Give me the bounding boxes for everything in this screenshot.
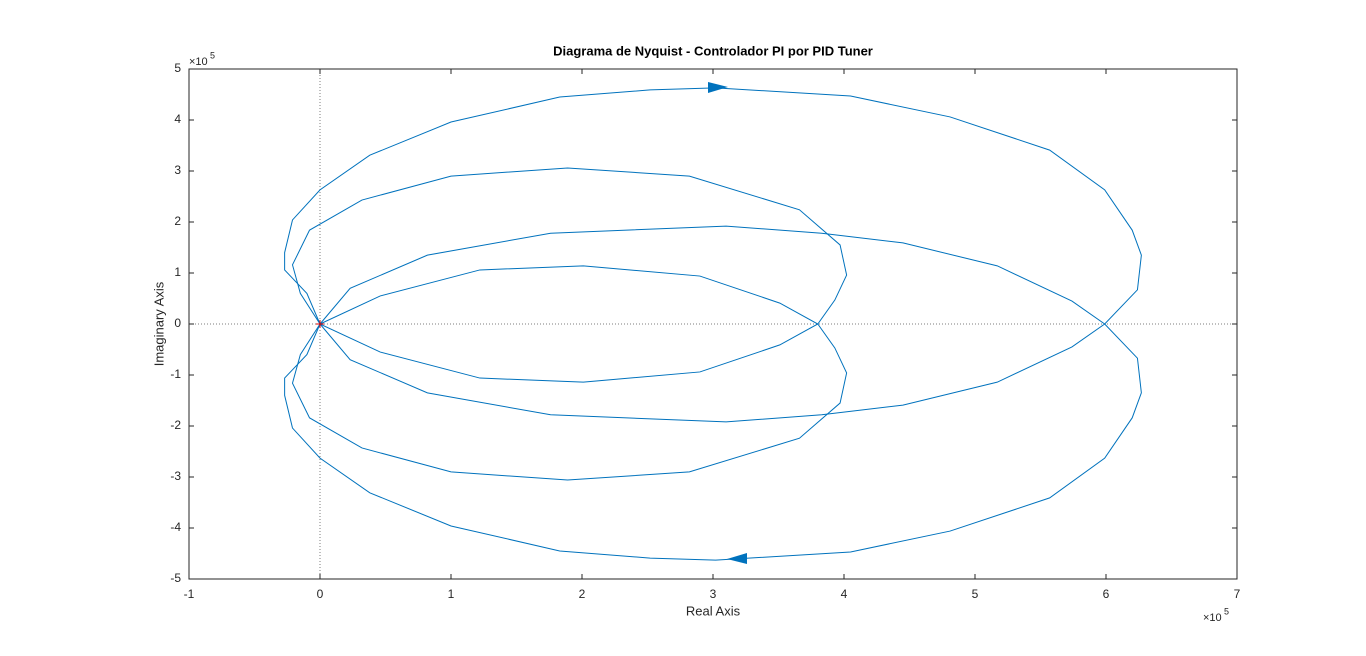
y-tick-label: 4 — [174, 112, 181, 126]
y-tick-label: -4 — [170, 520, 181, 534]
y-multiplier-exponent: 5 — [210, 50, 215, 60]
chart-title: Diagrama de Nyquist - Controlador PI por… — [553, 43, 873, 58]
x-tick-label: 1 — [448, 587, 455, 601]
x-tick-label: 2 — [579, 587, 586, 601]
y-tick-label: -3 — [170, 469, 181, 483]
y-tick-label: -5 — [170, 571, 181, 585]
x-tick-label: -1 — [184, 587, 195, 601]
x-multiplier-base: ×10 — [1203, 612, 1222, 624]
y-tick-label: 2 — [174, 214, 181, 228]
y-tick-label: 0 — [174, 316, 181, 330]
y-tick-label: 5 — [174, 61, 181, 75]
y-tick-label: -1 — [170, 367, 181, 381]
y-tick-label: 1 — [174, 265, 181, 279]
x-multiplier-exponent: 5 — [1224, 606, 1229, 616]
x-tick-label: 3 — [710, 587, 717, 601]
direction-arrow — [727, 553, 747, 564]
x-tick-label: 7 — [1234, 587, 1241, 601]
y-axis-label: Imaginary Axis — [151, 281, 166, 366]
x-tick-label: 0 — [317, 587, 324, 601]
y-multiplier-base: ×10 — [189, 56, 208, 68]
x-tick-label: 5 — [972, 587, 979, 601]
direction-arrow — [708, 82, 728, 93]
x-tick-label: 4 — [841, 587, 848, 601]
y-tick-label: -2 — [170, 418, 181, 432]
y-tick-label: 3 — [174, 163, 181, 177]
origin-marker — [316, 320, 324, 328]
x-axis-label: Real Axis — [686, 603, 741, 618]
x-tick-label: 6 — [1103, 587, 1110, 601]
